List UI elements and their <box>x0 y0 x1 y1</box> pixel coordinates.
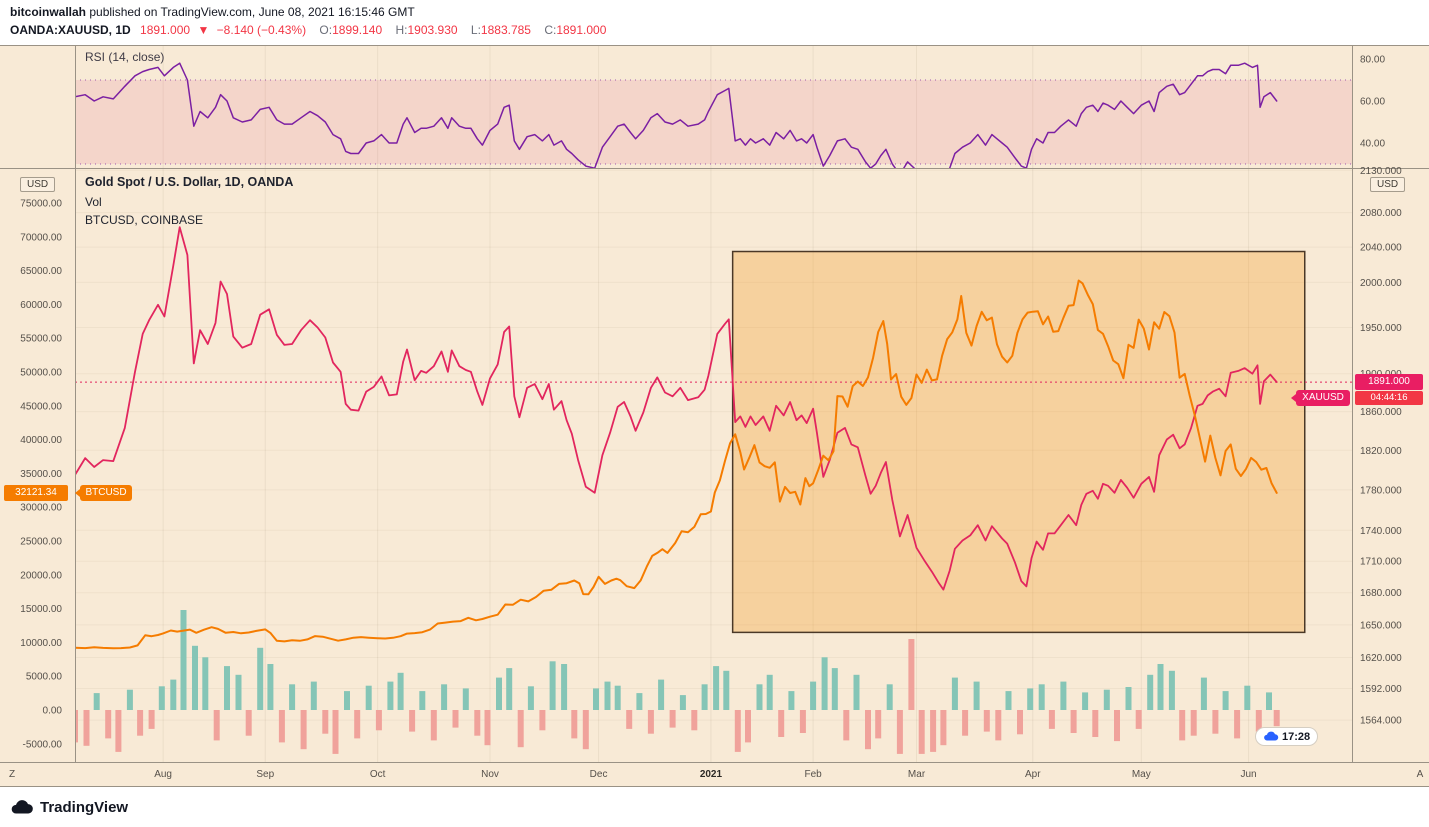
low-label: L: <box>470 23 481 37</box>
right-axis-tick[interactable]: 1740.000 <box>1360 526 1402 537</box>
right-axis-tick[interactable]: 1620.000 <box>1360 653 1402 664</box>
left-axis-tick[interactable]: 65000.00 <box>20 266 62 277</box>
close-label: C: <box>544 23 557 37</box>
open-value: 1899.140 <box>332 23 383 37</box>
left-axis-tick[interactable]: 60000.00 <box>20 300 62 311</box>
time-axis-label[interactable]: Jun <box>1241 769 1257 780</box>
left-axis-tick[interactable]: 5000.00 <box>26 672 63 683</box>
rsi-legend: RSI (14, close) <box>85 50 165 64</box>
clock-pill: 17:28 <box>1255 727 1319 746</box>
symbol-title: OANDA:XAUUSD, 1D <box>10 23 131 37</box>
clock-time: 17:28 <box>1282 730 1311 743</box>
left-axis-tick[interactable]: -5000.00 <box>23 739 63 750</box>
tradingview-logo[interactable]: TradingView <box>10 799 128 816</box>
right-axis-tick[interactable]: 1710.000 <box>1360 557 1402 568</box>
right-axis-tick[interactable]: 2080.000 <box>1360 208 1402 219</box>
rsi-line <box>75 62 1278 168</box>
left-axis-tick[interactable]: 40000.00 <box>20 435 62 446</box>
auto-scale-button[interactable]: A <box>1417 769 1424 780</box>
left-axis-tick[interactable]: 25000.00 <box>20 537 62 548</box>
time-axis-label[interactable]: Sep <box>256 769 274 780</box>
author-name[interactable]: bitcoinwallah <box>10 5 87 19</box>
price-change: −8.140 (−0.43%) <box>216 23 307 37</box>
right-axis-tick[interactable]: 1680.000 <box>1360 588 1402 599</box>
time-axis-label[interactable]: May <box>1132 769 1151 780</box>
down-arrow-icon: ▼ <box>197 23 210 37</box>
cloud-icon <box>1264 731 1279 741</box>
rsi-axis-tick[interactable]: 40.00 <box>1360 139 1385 150</box>
chart-canvas[interactable]: 80.00 60.00 40.00 75000.00 70000.00 65000.00 6… <box>0 45 1429 787</box>
time-axis-label[interactable]: Oct <box>370 769 386 780</box>
btc-symbol-tag: BTCUSD <box>75 485 132 501</box>
timezone-button[interactable]: Z <box>9 769 15 780</box>
time-axis-label[interactable]: 2021 <box>700 769 723 780</box>
right-axis-tick[interactable]: 1780.000 <box>1360 485 1402 496</box>
snapshot-header: bitcoinwallah published on TradingView.c… <box>0 0 1429 45</box>
xau-symbol-tag: XAUUSD <box>1291 390 1350 406</box>
left-axis-tick[interactable]: 35000.00 <box>20 469 62 480</box>
volume-bars <box>75 610 1280 754</box>
right-axis-tick[interactable]: 2000.000 <box>1360 278 1402 289</box>
right-axis-tick[interactable]: 1950.000 <box>1360 323 1402 334</box>
right-axis-tick[interactable]: 1650.000 <box>1360 620 1402 631</box>
symbol-line: OANDA:XAUUSD, 1D 1891.000 ▼ −8.140 (−0.4… <box>10 23 1429 41</box>
time-axis-label[interactable]: Nov <box>481 769 499 780</box>
publish-line: bitcoinwallah published on TradingView.c… <box>10 5 1429 23</box>
time-axis-label[interactable]: Feb <box>804 769 822 780</box>
right-axis-tick[interactable]: 2130.000 <box>1360 166 1402 177</box>
left-axis-tick[interactable]: 20000.00 <box>20 570 62 581</box>
right-axis-tick[interactable]: 1820.000 <box>1360 446 1402 457</box>
tradingview-cloud-icon <box>11 799 33 813</box>
brand-name: TradingView <box>40 798 129 816</box>
pane-borders <box>0 45 1429 787</box>
btc-legend: BTCUSD, COINBASE <box>85 213 204 227</box>
left-axis-tick[interactable]: 70000.00 <box>20 232 62 243</box>
low-value: 1883.785 <box>480 23 531 37</box>
left-axis-unit-chip[interactable]: USD <box>20 177 56 192</box>
right-axis-tick[interactable]: 1592.000 <box>1360 684 1402 695</box>
time-axis-label[interactable]: Mar <box>908 769 926 780</box>
high-value: 1903.930 <box>407 23 458 37</box>
left-axis-tick[interactable]: 75000.00 <box>20 199 62 210</box>
rsi-band <box>75 80 1352 164</box>
snapshot-footer: TradingView <box>0 787 1429 827</box>
high-label: H: <box>395 23 408 37</box>
time-axis-label[interactable]: Aug <box>154 769 172 780</box>
xau-price-badge: 1891.000 <box>1355 374 1423 390</box>
time-axis-label[interactable]: Dec <box>590 769 608 780</box>
right-axis-tick[interactable]: 2040.000 <box>1360 243 1402 254</box>
close-value: 1891.000 <box>556 23 607 37</box>
left-axis-tick[interactable]: 10000.00 <box>20 638 62 649</box>
rsi-axis-tick[interactable]: 80.00 <box>1360 55 1385 66</box>
left-axis-tick[interactable]: 30000.00 <box>20 503 62 514</box>
time-axis-label[interactable]: Apr <box>1025 769 1041 780</box>
open-label: O: <box>319 23 333 37</box>
btc-price-badge: 32121.34 <box>4 485 68 501</box>
rsi-axis-tick[interactable]: 60.00 <box>1360 97 1385 108</box>
left-axis-tick[interactable]: 0.00 <box>43 706 63 717</box>
xau-countdown-badge: 04:44:16 <box>1355 391 1423 405</box>
xauusd-line <box>75 226 1278 591</box>
left-axis-tick[interactable]: 15000.00 <box>20 604 62 615</box>
vol-legend: Vol <box>85 195 102 209</box>
main-legend-title: Gold Spot / U.S. Dollar, 1D, OANDA <box>85 175 294 189</box>
left-axis-tick[interactable]: 45000.00 <box>20 401 62 412</box>
publish-info: published on TradingView.com, June 08, 2… <box>86 5 415 19</box>
chart-area: 80.00 60.00 40.00 75000.00 70000.00 65000.00 6… <box>0 45 1429 787</box>
left-axis-tick[interactable]: 55000.00 <box>20 334 62 345</box>
last-price: 1891.000 <box>140 23 191 37</box>
btcusd-line <box>75 279 1278 650</box>
right-axis-tick[interactable]: 1564.000 <box>1360 716 1402 727</box>
right-axis-tick[interactable]: 1860.000 <box>1360 407 1402 418</box>
right-axis-unit-chip[interactable]: USD <box>1370 177 1406 192</box>
left-axis-tick[interactable]: 50000.00 <box>20 368 62 379</box>
